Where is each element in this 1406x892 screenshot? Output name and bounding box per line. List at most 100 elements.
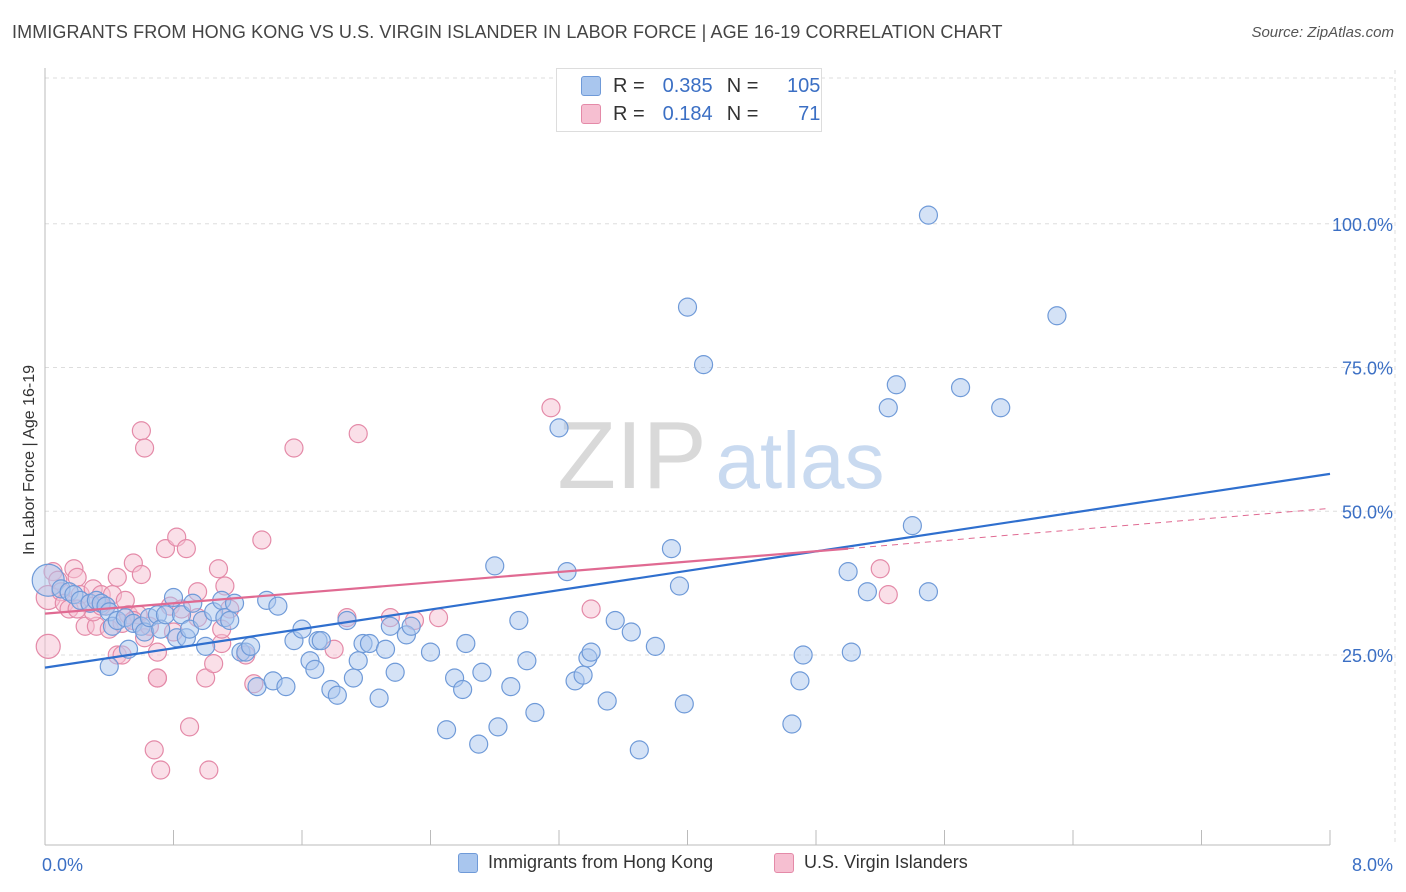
- legend-n-label: N =: [726, 102, 759, 125]
- data-point: [247, 677, 267, 697]
- legend-item-hong-kong[interactable]: Immigrants from Hong Kong: [458, 852, 713, 873]
- data-point: [196, 636, 216, 656]
- data-point: [241, 636, 261, 656]
- data-point: [472, 662, 492, 682]
- legend-n-value: 105: [787, 74, 821, 97]
- tick-labels: 25.0% 50.0% 75.0% 100.0% 0.0% 8.0%: [42, 215, 1393, 875]
- data-point: [348, 651, 368, 671]
- data-point: [581, 642, 601, 662]
- correlation-legend: R = 0.385 N = 105 R = 0.184 N = 71: [556, 68, 822, 132]
- data-point: [99, 656, 119, 677]
- chart-source: Source: ZipAtlas.com: [1251, 24, 1394, 41]
- watermark: ZIP atlas: [557, 402, 884, 509]
- legend-row-blue: R = 0.385 N = 105: [581, 73, 820, 99]
- data-point: [268, 596, 288, 616]
- y-tick-label: 50.0%: [1342, 502, 1393, 522]
- data-point: [343, 668, 363, 688]
- data-point: [918, 582, 939, 602]
- data-point: [838, 562, 858, 582]
- data-point: [573, 665, 593, 685]
- data-point: [857, 582, 878, 602]
- legend-swatch-blue: [581, 76, 601, 96]
- legend-swatch-pink: [581, 104, 601, 124]
- data-point: [147, 668, 168, 688]
- data-point: [107, 567, 127, 587]
- data-point: [196, 668, 216, 688]
- data-point: [509, 610, 529, 631]
- data-point: [179, 717, 200, 737]
- data-point: [284, 438, 304, 458]
- watermark-atlas: atlas: [716, 416, 885, 505]
- trend-line: [44, 472, 1331, 669]
- data-point: [252, 530, 272, 550]
- legend-swatch-blue: [458, 852, 478, 873]
- data-point: [456, 633, 476, 654]
- trend-line-extension: [848, 507, 1331, 550]
- legend-n-label: N =: [726, 74, 759, 97]
- data-point: [155, 539, 176, 559]
- data-point: [525, 702, 545, 723]
- data-point: [674, 694, 694, 714]
- y-tick-label: 100.0%: [1332, 215, 1393, 235]
- axis-layer: [44, 68, 1331, 846]
- data-point: [782, 714, 802, 734]
- legend-label: Immigrants from Hong Kong: [488, 852, 714, 872]
- data-point: [886, 375, 906, 395]
- data-point: [469, 734, 489, 754]
- data-point: [677, 297, 698, 317]
- data-point: [870, 559, 890, 579]
- data-point: [485, 556, 505, 576]
- data-point: [918, 205, 939, 225]
- data-point: [1047, 306, 1067, 326]
- data-point: [276, 677, 296, 697]
- data-point: [517, 651, 537, 671]
- data-point: [327, 685, 347, 705]
- legend-r-label: R =: [613, 74, 645, 97]
- data-point: [541, 398, 561, 418]
- data-point: [501, 677, 521, 697]
- chart-title: IMMIGRANTS FROM HONG KONG VS U.S. VIRGIN…: [12, 22, 1003, 42]
- data-point: [645, 636, 665, 656]
- series-legend: Immigrants from Hong Kong U.S. Virgin Is…: [0, 852, 1406, 876]
- data-point: [311, 631, 331, 651]
- data-point: [669, 576, 690, 596]
- series-us-virgin-islanders: [35, 398, 898, 780]
- data-point: [950, 378, 971, 398]
- data-point: [134, 438, 155, 458]
- data-point: [878, 398, 898, 418]
- data-point: [305, 659, 325, 679]
- legend-item-virgin-islanders[interactable]: U.S. Virgin Islanders: [774, 852, 968, 873]
- data-point: [790, 671, 810, 691]
- data-point: [131, 564, 151, 585]
- data-point: [793, 645, 813, 665]
- x-tick-label: 8.0%: [1352, 855, 1393, 875]
- data-point: [348, 424, 368, 444]
- data-point: [401, 616, 421, 636]
- data-point: [220, 610, 240, 631]
- data-point: [605, 610, 625, 631]
- data-point: [176, 539, 196, 559]
- data-point: [991, 398, 1011, 418]
- data-point: [436, 720, 457, 740]
- data-point: [204, 654, 224, 674]
- data-point: [420, 642, 441, 662]
- data-point: [359, 633, 380, 654]
- data-point: [661, 539, 682, 559]
- data-point: [878, 585, 898, 605]
- legend-swatch-pink: [774, 852, 794, 873]
- legend-label: U.S. Virgin Islanders: [804, 852, 968, 872]
- data-point: [629, 740, 649, 760]
- data-point: [369, 688, 389, 708]
- data-point: [385, 662, 405, 682]
- trend-layer: [44, 472, 1331, 669]
- data-point: [453, 679, 473, 700]
- data-point: [155, 605, 176, 625]
- data-point: [902, 516, 922, 536]
- data-point: [428, 608, 449, 628]
- data-point: [488, 717, 508, 737]
- data-point: [621, 622, 641, 642]
- data-point: [581, 599, 601, 619]
- data-point: [375, 639, 396, 659]
- data-point: [841, 642, 861, 662]
